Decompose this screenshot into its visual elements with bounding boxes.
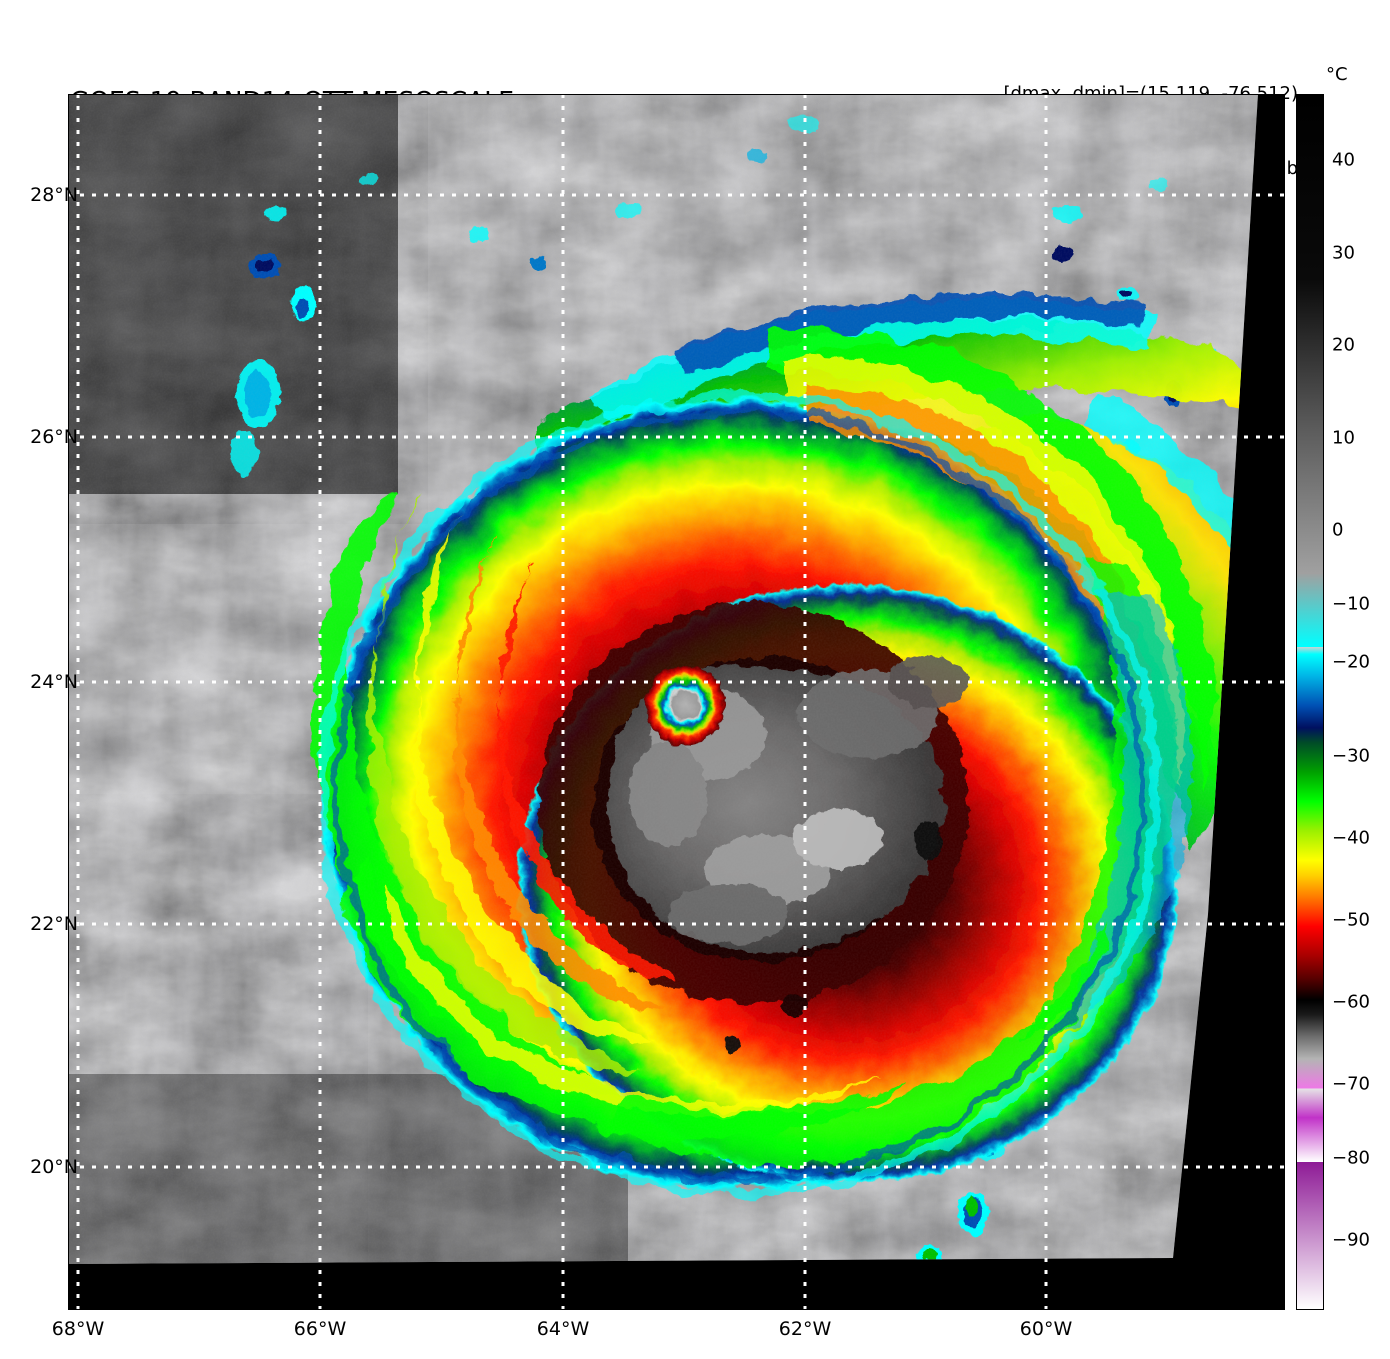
colorbar-unit-label: °C [1326,64,1348,85]
colorbar-tick--80: −80 [1332,1147,1370,1169]
y-tick-22n: 22°N [30,913,78,935]
x-tick-60w: 60°W [1019,1318,1073,1340]
x-tick-68w: 68°W [51,1318,105,1340]
colorbar-tick-0: 0 [1332,519,1344,541]
satellite-swath [69,95,1258,1264]
colorbar-tick-10: 10 [1332,427,1355,449]
colorbar-tick--30: −30 [1332,745,1370,767]
temperature-colorbar[interactable] [1296,94,1324,1310]
colorbar-tick-20: 20 [1332,334,1355,356]
colorbar-tick-30: 30 [1332,242,1355,264]
colorbar-tick--60: −60 [1332,991,1370,1013]
x-tick-64w: 64°W [536,1318,590,1340]
satellite-image-panel[interactable]: Copyright © 2020-2025 Dapiya [68,94,1285,1310]
colorbar-tick-40: 40 [1332,149,1355,171]
colorbar-tick--50: −50 [1332,909,1370,931]
colorbar-tick--90: −90 [1332,1229,1370,1251]
x-tick-66w: 66°W [293,1318,347,1340]
x-tick-62w: 62°W [778,1318,832,1340]
colorbar-tick--40: −40 [1332,827,1370,849]
y-tick-28n: 28°N [30,184,78,206]
y-tick-26n: 26°N [30,426,78,448]
colorbar-tick--70: −70 [1332,1073,1370,1095]
y-tick-20n: 20°N [30,1156,78,1178]
satellite-imagery [69,95,1284,1309]
y-tick-24n: 24°N [30,671,78,693]
colorbar-tick--20: −20 [1332,651,1370,673]
colorbar-tick--10: −10 [1332,593,1370,615]
